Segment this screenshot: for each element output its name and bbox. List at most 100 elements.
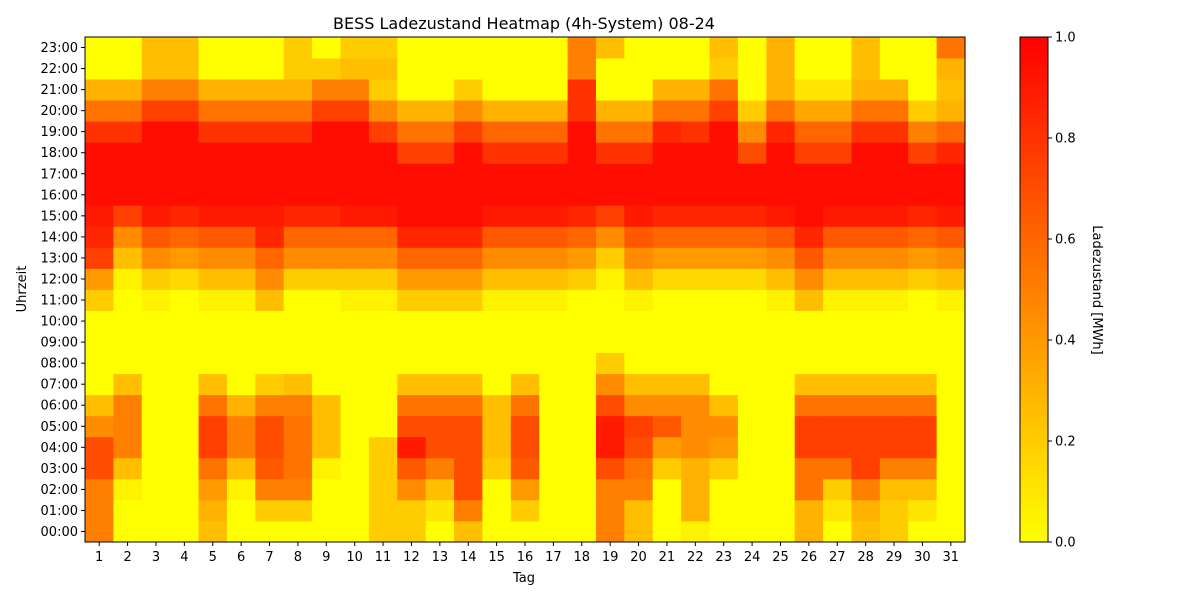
- heatmap-cell: [510, 58, 540, 80]
- heatmap-cell: [936, 79, 966, 101]
- heatmap-cell: [879, 268, 909, 290]
- heatmap-cell: [652, 436, 682, 459]
- heatmap-cell: [283, 37, 313, 59]
- heatmap-cell: [595, 499, 625, 522]
- heatmap-cell: [368, 268, 398, 290]
- heatmap-cell: [482, 289, 512, 311]
- x-tick-label: 4: [180, 550, 188, 565]
- heatmap-cell: [851, 142, 881, 164]
- heatmap-cell: [681, 478, 710, 501]
- heatmap-cell: [851, 37, 881, 59]
- heatmap-cell: [454, 415, 483, 438]
- heatmap-cell: [397, 520, 427, 543]
- heatmap-cell: [709, 289, 739, 311]
- heatmap-cell: [482, 79, 512, 101]
- y-tick-label: 01:00: [41, 504, 78, 519]
- x-tick-label: 5: [209, 550, 217, 565]
- heatmap-cell: [113, 79, 143, 101]
- heatmap-cell: [340, 478, 370, 501]
- heatmap-cell: [340, 163, 370, 185]
- heatmap-cell: [737, 415, 767, 438]
- heatmap-cell: [198, 121, 228, 143]
- heatmap-cell: [681, 79, 710, 101]
- heatmap-cell: [454, 289, 483, 311]
- heatmap-cell: [397, 37, 427, 59]
- heatmap-cell: [340, 499, 370, 522]
- heatmap-cell: [879, 163, 909, 185]
- heatmap-cell: [198, 478, 228, 501]
- heatmap-cell: [340, 268, 370, 290]
- heatmap-cell: [936, 436, 966, 459]
- heatmap-cell: [397, 352, 427, 375]
- chart-title: BESS Ladezustand Heatmap (4h-System) 08-…: [333, 14, 715, 33]
- heatmap-cell: [595, 436, 625, 459]
- heatmap-cell: [425, 268, 455, 290]
- heatmap-cell: [510, 226, 540, 248]
- heatmap-cell: [170, 289, 199, 311]
- heatmap-cell: [652, 37, 682, 59]
- heatmap-cell: [141, 331, 171, 354]
- heatmap-cell: [454, 310, 483, 332]
- heatmap-cell: [879, 373, 909, 396]
- heatmap-cell: [539, 415, 568, 438]
- heatmap-cell: [681, 289, 710, 311]
- heatmap-cell: [851, 184, 881, 206]
- heatmap-cell: [340, 520, 370, 543]
- heatmap-cell: [539, 100, 568, 122]
- heatmap-cell: [879, 457, 909, 480]
- heatmap-cell: [681, 121, 710, 143]
- heatmap-cell: [397, 58, 427, 80]
- heatmap-cell: [794, 436, 824, 459]
- heatmap-cell: [794, 268, 824, 290]
- heatmap-cell: [255, 268, 285, 290]
- heatmap-cell: [908, 352, 938, 375]
- heatmap-cell: [510, 373, 540, 396]
- heatmap-cell: [681, 499, 710, 522]
- heatmap-cell: [454, 184, 483, 206]
- heatmap-cell: [851, 100, 881, 122]
- heatmap-cell: [624, 163, 654, 185]
- heatmap-cell: [936, 289, 966, 311]
- heatmap-cell: [113, 478, 143, 501]
- heatmap-cell: [85, 478, 114, 501]
- heatmap-cell: [652, 58, 682, 80]
- heatmap-cell: [851, 331, 881, 354]
- heatmap-cell: [624, 268, 654, 290]
- heatmap-cell: [737, 121, 767, 143]
- heatmap-cell: [709, 163, 739, 185]
- heatmap-cell: [85, 163, 114, 185]
- heatmap-cell: [510, 457, 540, 480]
- heatmap-cell: [794, 289, 824, 311]
- heatmap-cell: [879, 226, 909, 248]
- heatmap-cell: [908, 226, 938, 248]
- heatmap-cell: [425, 352, 455, 375]
- heatmap-cell: [766, 247, 796, 269]
- heatmap-cell: [226, 457, 256, 480]
- heatmap-cell: [226, 478, 256, 501]
- heatmap-cell: [226, 58, 256, 80]
- heatmap-cell: [936, 121, 966, 143]
- y-tick-label: 13:00: [41, 251, 78, 266]
- heatmap-cell: [766, 226, 796, 248]
- heatmap-cell: [737, 79, 767, 101]
- x-axis-ticks: 1 2 3 4 5 6 7 8 9 10 11 12 13 14 15 16 17 18 19 20 21 22 23 24 2…: [95, 542, 959, 565]
- heatmap-cell: [283, 352, 313, 375]
- heatmap-cell: [141, 142, 171, 164]
- heatmap-cell: [624, 79, 654, 101]
- heatmap-cell: [681, 268, 710, 290]
- heatmap-cell: [681, 394, 710, 417]
- heatmap-cell: [454, 352, 483, 375]
- heatmap-cell: [851, 289, 881, 311]
- heatmap-cell: [851, 436, 881, 459]
- heatmap-cell: [170, 79, 199, 101]
- heatmap-cell: [340, 100, 370, 122]
- heatmap-cell: [766, 58, 796, 80]
- heatmap-cell: [737, 268, 767, 290]
- heatmap-cell: [368, 163, 398, 185]
- heatmap-cell: [652, 352, 682, 375]
- heatmap-cell: [113, 226, 143, 248]
- heatmap-cell: [595, 520, 625, 543]
- x-tick-label: 25: [772, 550, 789, 565]
- heatmap-cell: [226, 247, 256, 269]
- heatmap-cell: [340, 142, 370, 164]
